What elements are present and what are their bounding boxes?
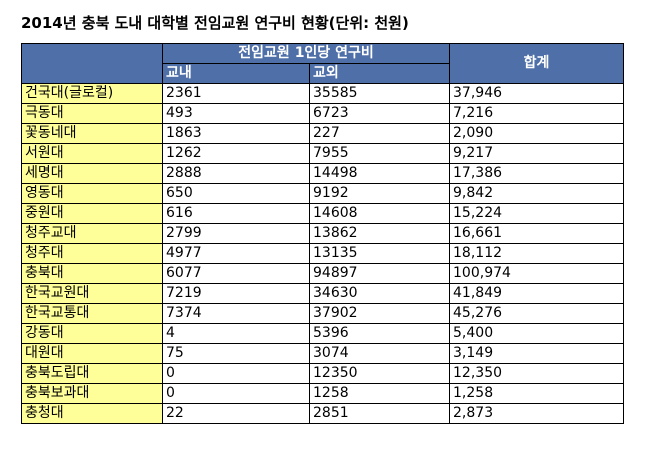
university-name-cell: 대원대 <box>21 343 163 364</box>
total-funding-cell: 12,350 <box>449 363 625 384</box>
table-row: 충청대 22 2851 2,873 <box>21 403 625 424</box>
outside-funding-cell: 5396 <box>308 323 451 344</box>
inside-funding-cell: 616 <box>162 203 310 224</box>
table-row: 극동대 493 6723 7,216 <box>21 103 625 124</box>
university-name-cell: 건국대(글로컬) <box>21 83 163 104</box>
inside-funding-cell: 7374 <box>162 303 310 324</box>
total-funding-cell: 5,400 <box>449 323 625 344</box>
university-name-cell: 충북대 <box>21 263 163 284</box>
total-funding-cell: 7,216 <box>449 103 625 124</box>
header-inside: 교내 <box>162 63 310 84</box>
table-row: 세명대 2888 14498 17,386 <box>21 163 625 184</box>
outside-funding-cell: 2851 <box>308 403 451 424</box>
inside-funding-cell: 650 <box>162 183 310 204</box>
outside-funding-cell: 14498 <box>308 163 451 184</box>
table-row: 충북보과대 0 1258 1,258 <box>21 383 625 404</box>
university-name-cell: 충청대 <box>21 403 163 424</box>
inside-funding-cell: 2888 <box>162 163 310 184</box>
table-row: 건국대(글로컬) 2361 35585 37,946 <box>21 83 625 104</box>
university-name-cell: 충북도립대 <box>21 363 163 384</box>
total-funding-cell: 17,386 <box>449 163 625 184</box>
inside-funding-cell: 2799 <box>162 223 310 244</box>
total-funding-cell: 9,842 <box>449 183 625 204</box>
inside-funding-cell: 75 <box>162 343 310 364</box>
university-name-cell: 극동대 <box>21 103 163 124</box>
total-funding-cell: 18,112 <box>449 243 625 264</box>
university-name-cell: 청주교대 <box>21 223 163 244</box>
outside-funding-cell: 3074 <box>308 343 451 364</box>
inside-funding-cell: 7219 <box>162 283 310 304</box>
header-row-top: 전임교원 1인당 연구비 합계 <box>21 43 625 84</box>
table-row: 영동대 650 9192 9,842 <box>21 183 625 204</box>
university-name-cell: 중원대 <box>21 203 163 224</box>
inside-funding-cell: 0 <box>162 383 310 404</box>
total-funding-cell: 2,090 <box>449 123 625 144</box>
table-row: 청주교대 2799 13862 16,661 <box>21 223 625 244</box>
table-row: 한국교원대 7219 34630 41,849 <box>21 283 625 304</box>
header-corner-cell <box>21 43 163 84</box>
outside-funding-cell: 37902 <box>308 303 451 324</box>
total-funding-cell: 2,873 <box>449 403 625 424</box>
outside-funding-cell: 94897 <box>308 263 451 284</box>
total-funding-cell: 41,849 <box>449 283 625 304</box>
university-name-cell: 세명대 <box>21 163 163 184</box>
inside-funding-cell: 6077 <box>162 263 310 284</box>
inside-funding-cell: 2361 <box>162 83 310 104</box>
table-row: 충북대 6077 94897 100,974 <box>21 263 625 284</box>
university-name-cell: 청주대 <box>21 243 163 264</box>
header-outside: 교외 <box>308 63 451 84</box>
inside-funding-cell: 4 <box>162 323 310 344</box>
inside-funding-cell: 0 <box>162 363 310 384</box>
header-group-per-faculty: 전임교원 1인당 연구비 <box>161 43 451 64</box>
table-row: 한국교통대 7374 37902 45,276 <box>21 303 625 324</box>
total-funding-cell: 9,217 <box>449 143 625 164</box>
university-name-cell: 영동대 <box>21 183 163 204</box>
outside-funding-cell: 9192 <box>308 183 451 204</box>
outside-funding-cell: 6723 <box>308 103 451 124</box>
outside-funding-cell: 13135 <box>308 243 451 264</box>
outside-funding-cell: 34630 <box>308 283 451 304</box>
outside-funding-cell: 227 <box>308 123 451 144</box>
total-funding-cell: 3,149 <box>449 343 625 364</box>
table-row: 청주대 4977 13135 18,112 <box>21 243 625 264</box>
table-row: 꽃동네대 1863 227 2,090 <box>21 123 625 144</box>
university-name-cell: 충북보과대 <box>21 383 163 404</box>
total-funding-cell: 16,661 <box>449 223 625 244</box>
total-funding-cell: 1,258 <box>449 383 625 404</box>
university-name-cell: 꽃동네대 <box>21 123 163 144</box>
outside-funding-cell: 7955 <box>308 143 451 164</box>
research-funding-table: 전임교원 1인당 연구비 합계 교내 교외 건국대(글로컬) 2361 35585 3… <box>21 43 625 424</box>
header-row-sub: 교내 교외 <box>22 63 624 84</box>
outside-funding-cell: 1258 <box>308 383 451 404</box>
university-name-cell: 서원대 <box>21 143 163 164</box>
header-total: 합계 <box>449 43 625 84</box>
inside-funding-cell: 4977 <box>162 243 310 264</box>
total-funding-cell: 15,224 <box>449 203 625 224</box>
outside-funding-cell: 35585 <box>308 83 451 104</box>
outside-funding-cell: 12350 <box>308 363 451 384</box>
university-name-cell: 강동대 <box>21 323 163 344</box>
total-funding-cell: 37,946 <box>449 83 625 104</box>
inside-funding-cell: 493 <box>162 103 310 124</box>
outside-funding-cell: 13862 <box>308 223 451 244</box>
table-row: 중원대 616 14608 15,224 <box>21 203 625 224</box>
total-funding-cell: 100,974 <box>449 263 625 284</box>
total-funding-cell: 45,276 <box>449 303 625 324</box>
table-row: 서원대 1262 7955 9,217 <box>21 143 625 164</box>
outside-funding-cell: 14608 <box>308 203 451 224</box>
table-row: 대원대 75 3074 3,149 <box>21 343 625 364</box>
inside-funding-cell: 1863 <box>162 123 310 144</box>
page-title: 2014년 충북 도내 대학별 전임교원 연구비 현황(단위: 천원) <box>21 14 409 32</box>
table-row: 강동대 4 5396 5,400 <box>21 323 625 344</box>
inside-funding-cell: 1262 <box>162 143 310 164</box>
university-name-cell: 한국교원대 <box>21 283 163 304</box>
university-name-cell: 한국교통대 <box>21 303 163 324</box>
table-row: 충북도립대 0 12350 12,350 <box>21 363 625 384</box>
inside-funding-cell: 22 <box>162 403 310 424</box>
